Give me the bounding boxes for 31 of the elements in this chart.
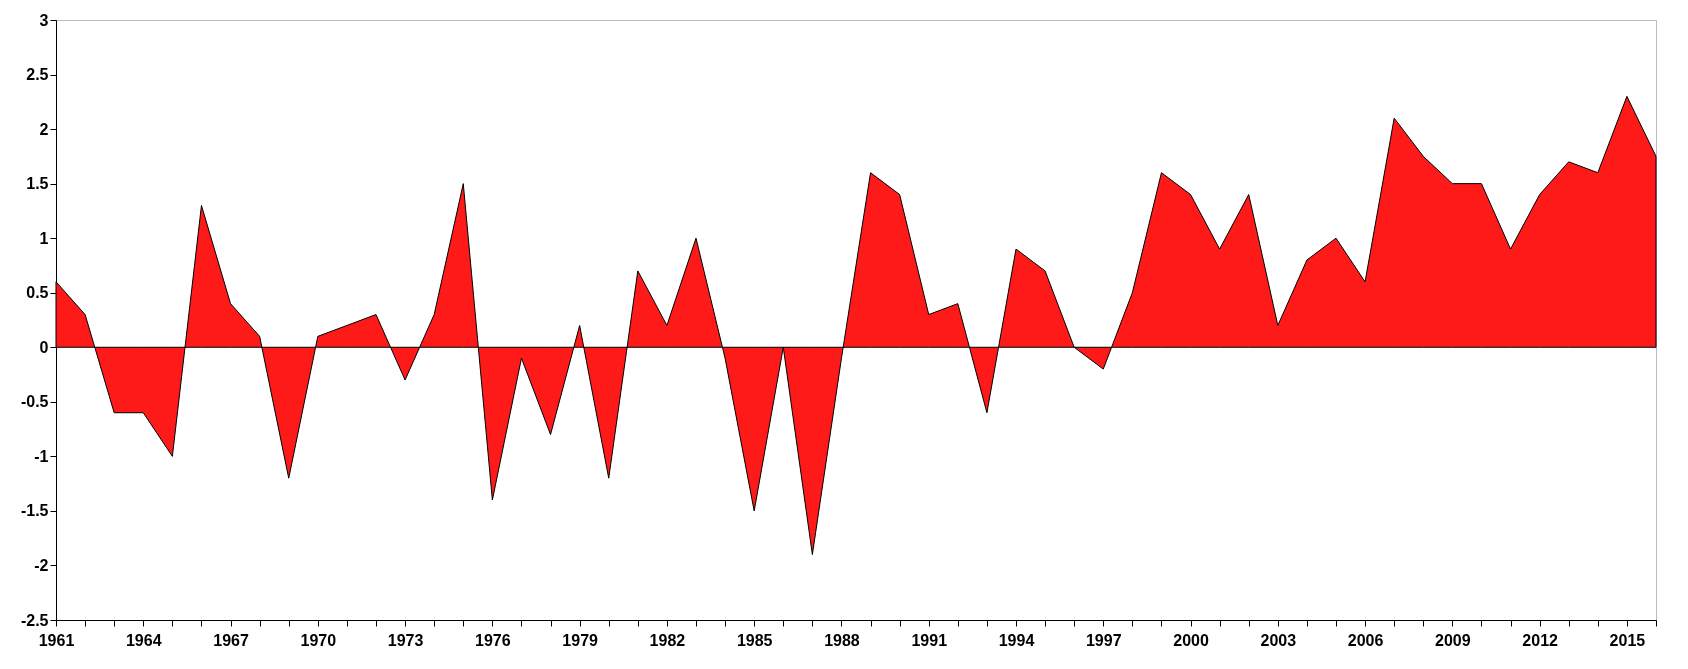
x-tick-label: 2009 (1435, 631, 1471, 649)
y-tick-label: -2 (34, 556, 49, 574)
x-tick-label: 1970 (300, 631, 337, 649)
x-tick-label: 1982 (649, 631, 686, 649)
y-tick-label: 1.5 (26, 175, 49, 193)
x-tick-label: 2006 (1347, 631, 1384, 649)
y-tick-label: 0 (39, 338, 49, 356)
y-tick-label: 3 (39, 11, 49, 29)
x-tick-label: 1967 (213, 631, 249, 649)
x-tick-label: 2012 (1522, 631, 1559, 649)
x-tick-label: 1988 (824, 631, 860, 649)
y-tick-label: 2.5 (26, 66, 49, 84)
x-tick-label: 2003 (1260, 631, 1297, 649)
x-tick-label: 2015 (1609, 631, 1646, 649)
y-tick-label: 0.5 (26, 284, 49, 302)
x-tick-label: 1973 (387, 631, 424, 649)
x-tick-label: 1961 (38, 631, 75, 649)
y-tick-label: 2 (39, 120, 49, 138)
y-tick-label: 1 (39, 229, 49, 247)
x-tick-label: 1994 (998, 631, 1035, 649)
x-tick-label: 1979 (562, 631, 599, 649)
y-tick-label: -0.5 (20, 393, 49, 411)
y-tick-label: -1.5 (20, 502, 49, 520)
x-tick-label: 1985 (736, 631, 773, 649)
x-tick-label: 2000 (1173, 631, 1209, 649)
y-tick-label: -2.5 (20, 611, 49, 629)
x-tick-label: 1976 (475, 631, 511, 649)
y-tick-label: -1 (34, 447, 49, 465)
x-tick-label: 1991 (911, 631, 948, 649)
x-tick-label: 1964 (125, 631, 162, 649)
x-tick-label: 1997 (1085, 631, 1122, 649)
